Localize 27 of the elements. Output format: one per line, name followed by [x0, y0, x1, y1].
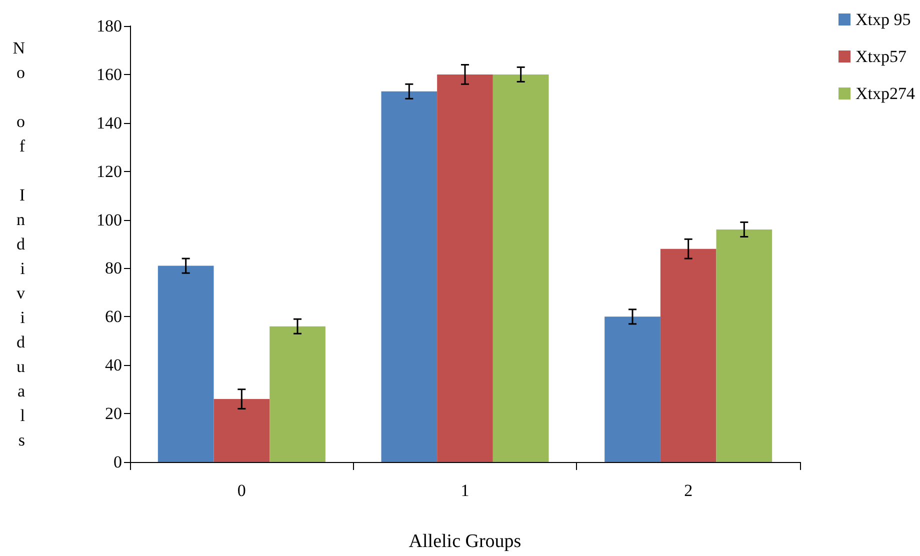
bar: [437, 74, 493, 462]
y-tick-label: 20: [105, 404, 122, 424]
bar: [158, 266, 214, 462]
y-tick-label: 100: [96, 210, 122, 230]
y-tick-label: 60: [105, 307, 122, 326]
legend-label: Xtxp57: [856, 47, 907, 66]
y-tick-label: 0: [114, 452, 122, 472]
x-tick-label: 1: [460, 481, 470, 500]
y-tick-label: 160: [96, 64, 122, 84]
x-axis-title: Allelic Groups: [408, 531, 522, 552]
text: No of Individuals: [12, 38, 25, 450]
bar: [492, 74, 549, 462]
bar: [214, 399, 270, 462]
bar: [381, 91, 438, 462]
bar: [270, 326, 326, 462]
y-tick-label: 40: [105, 356, 122, 375]
y-tick-label: 80: [105, 258, 122, 278]
legend-label: Xtxp 95: [856, 10, 911, 29]
bar: [716, 229, 772, 462]
y-tick-label: 140: [96, 113, 122, 132]
legend-label: Xtxp274: [856, 84, 916, 103]
bar: [604, 316, 660, 462]
y-tick-label: 120: [96, 162, 122, 181]
bar: [660, 248, 716, 462]
x-tick-label: 0: [237, 481, 246, 500]
x-tick-label: 2: [684, 481, 693, 500]
y-tick-label: 180: [96, 16, 122, 36]
